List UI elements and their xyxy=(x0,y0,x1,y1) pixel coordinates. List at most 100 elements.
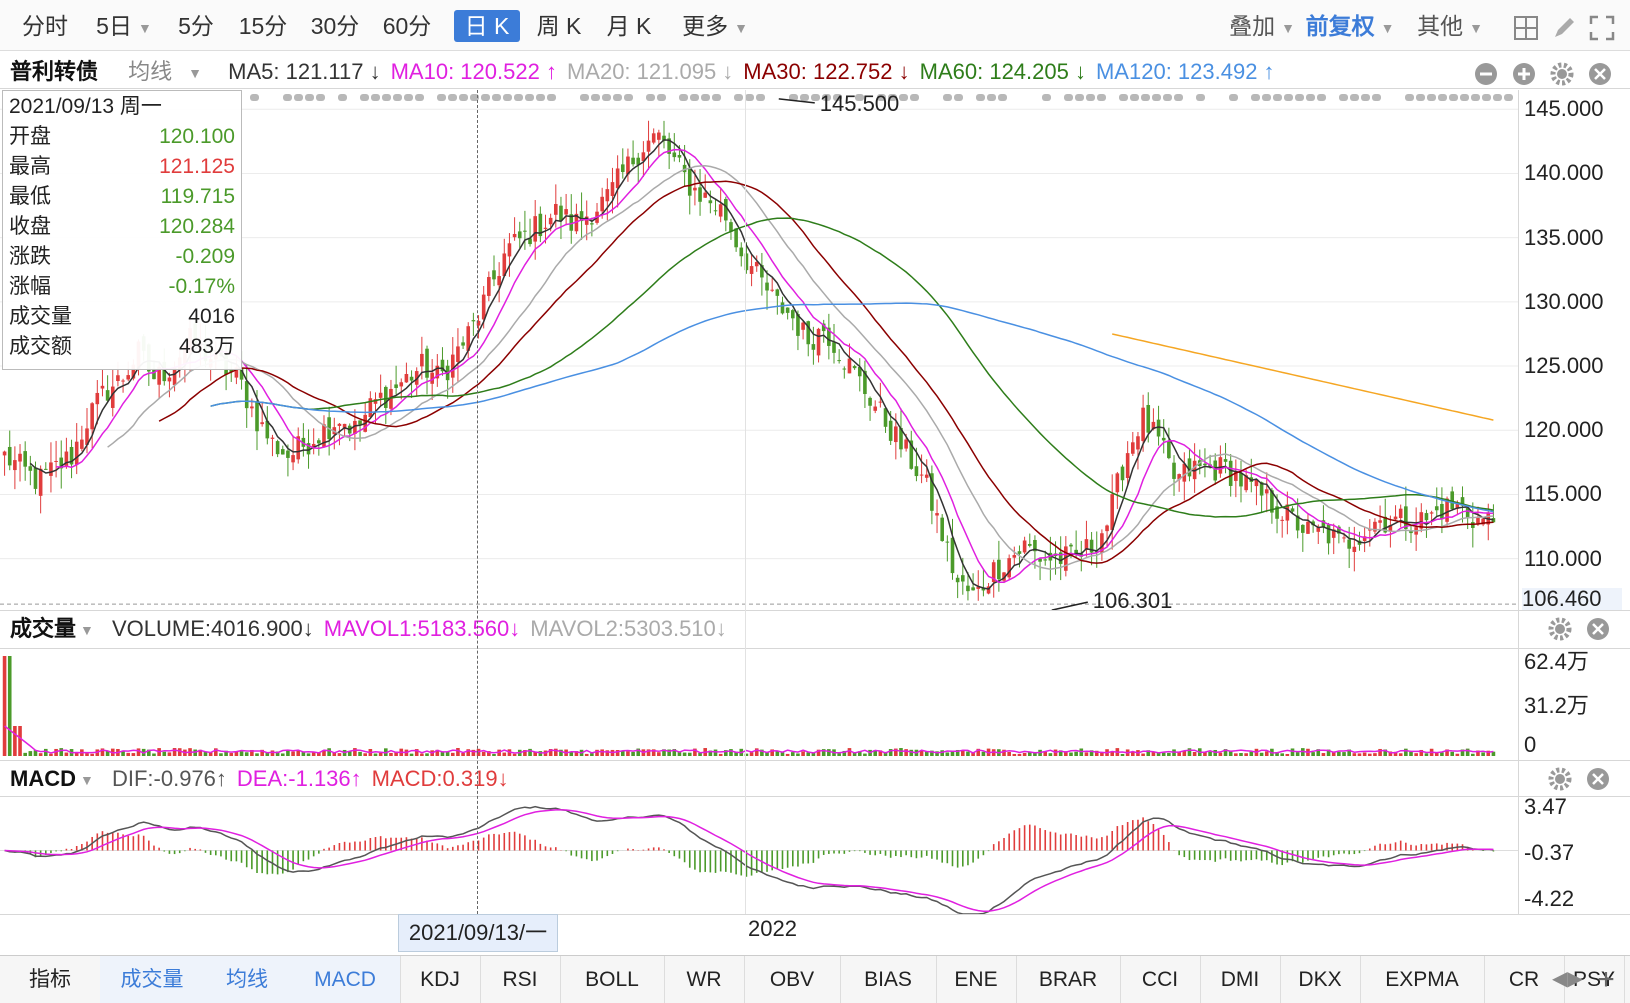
macd-chart[interactable] xyxy=(0,798,1518,914)
period-tab-30min[interactable]: 30分 xyxy=(310,13,360,39)
indicator-tab[interactable]: MACD xyxy=(290,956,401,1003)
draw-icon[interactable] xyxy=(1550,14,1578,42)
candle-body xyxy=(924,474,929,478)
volume-bar xyxy=(28,751,33,756)
candle-body xyxy=(1295,515,1300,531)
volume-bar xyxy=(930,750,934,756)
candle-body xyxy=(940,517,944,541)
period-tab-intraday[interactable]: 分时 xyxy=(22,13,68,39)
volume-bar xyxy=(208,752,213,756)
indicator-tab[interactable]: OBV xyxy=(744,956,841,1003)
price-adjust-dropdown[interactable]: 前复权 ▼ xyxy=(1300,10,1400,42)
volume-bar xyxy=(631,751,635,756)
candle-body xyxy=(1100,533,1104,553)
volume-bar xyxy=(667,749,671,756)
candle-body xyxy=(121,380,125,382)
period-tab-5day[interactable]: 5日 ▼ xyxy=(88,10,160,42)
indicator-tab[interactable]: DMI xyxy=(1200,956,1281,1003)
candlestick-chart[interactable]: 145.500 106.301 xyxy=(0,90,1518,610)
indicator-tab[interactable]: BOLL xyxy=(560,956,665,1003)
ma-mode-dropdown[interactable]: 均线 ▼ xyxy=(128,59,212,84)
info-row: 最高 121.125 xyxy=(9,153,235,181)
volume-bar xyxy=(280,753,285,756)
period-tab-5min[interactable]: 5分 xyxy=(178,13,214,39)
settings-gear-icon[interactable] xyxy=(1550,62,1574,86)
candle-body xyxy=(991,562,996,583)
info-key: 开盘 xyxy=(9,125,51,148)
indicator-tab[interactable]: CCI xyxy=(1120,956,1201,1003)
indicator-tab[interactable]: BIAS xyxy=(840,956,937,1003)
info-value: -0.17% xyxy=(168,275,235,298)
event-marker xyxy=(1372,94,1381,101)
candle-body xyxy=(816,328,821,356)
add-indicator-icon[interactable]: + xyxy=(1597,963,1615,996)
chevron-down-icon: ▼ xyxy=(1380,19,1395,36)
other-dropdown[interactable]: 其他 ▼ xyxy=(1410,10,1490,42)
indicator-tab[interactable]: DKX xyxy=(1280,956,1361,1003)
candle-body xyxy=(291,455,295,463)
indicator-tab[interactable]: KDJ xyxy=(400,956,481,1003)
indicator-tab[interactable]: CR xyxy=(1484,956,1565,1003)
zoom-in-icon[interactable] xyxy=(1513,63,1535,85)
crosshair-line xyxy=(477,90,478,914)
close-icon[interactable] xyxy=(1587,618,1609,640)
indicator-tab[interactable]: ENE xyxy=(936,956,1017,1003)
close-icon[interactable] xyxy=(1587,768,1609,790)
period-tab-15min[interactable]: 15分 xyxy=(238,13,288,39)
event-marker xyxy=(756,94,765,101)
chevron-down-icon[interactable]: ▼ xyxy=(80,772,94,789)
ma5-line xyxy=(29,139,1494,590)
volume-chart[interactable] xyxy=(0,650,1518,760)
candle-body xyxy=(1213,460,1218,481)
indicator-tab[interactable]: BRAR xyxy=(1016,956,1121,1003)
ma20-line xyxy=(107,165,1494,570)
candle-body xyxy=(420,353,424,367)
low-annotation: 106.301 xyxy=(1093,588,1173,610)
volume-bar xyxy=(476,748,481,756)
volume-bar xyxy=(167,752,172,756)
overlay-dropdown[interactable]: 叠加 ▼ xyxy=(1226,10,1298,42)
candle-body xyxy=(378,392,383,398)
info-value: -0.209 xyxy=(175,245,235,268)
main-legend: 普利转债 均线 ▼ MA5: 121.117 ↓ MA10: 120.522 ↑ MA… xyxy=(10,55,1295,89)
zoom-out-icon[interactable] xyxy=(1475,63,1497,85)
volume-bar xyxy=(358,751,362,756)
candle-body xyxy=(353,420,357,434)
settings-gear-icon[interactable] xyxy=(1548,617,1572,641)
close-icon[interactable] xyxy=(1589,63,1611,85)
volume-bar xyxy=(904,749,908,756)
candle-body xyxy=(682,164,687,173)
indicator-tab[interactable]: PSY xyxy=(1564,956,1625,1003)
candle-body xyxy=(1270,490,1274,513)
indicator-tab[interactable]: 均线 xyxy=(204,956,291,1003)
candle-body xyxy=(507,243,512,257)
indicator-tab[interactable]: 成交量 xyxy=(100,956,205,1003)
candle-body xyxy=(368,398,373,418)
grid-icon[interactable] xyxy=(1512,14,1540,42)
indicator-tab[interactable]: RSI xyxy=(480,956,561,1003)
candle-body xyxy=(13,460,17,471)
volume-bar xyxy=(2,656,7,756)
indicator-tab[interactable]: WR xyxy=(664,956,745,1003)
candle-body xyxy=(873,406,878,411)
candle-body xyxy=(1027,543,1032,546)
macd-tick: -0.37 xyxy=(1524,840,1575,865)
period-tab-60min[interactable]: 60分 xyxy=(382,13,432,39)
price-axis-min-label: 106.460 xyxy=(1522,588,1622,610)
volume-bar xyxy=(265,752,270,756)
indicator-tab[interactable]: EXPMA xyxy=(1360,956,1485,1003)
period-tab-monthly[interactable]: 月 K xyxy=(606,13,652,39)
chevron-down-icon[interactable]: ▼ xyxy=(80,622,94,639)
macd-indicator-list: DIF:-0.976↑ DEA:-1.136↑ MACD:0.319↓ xyxy=(112,766,519,791)
volume-bar xyxy=(677,751,682,756)
settings-gear-icon[interactable] xyxy=(1548,767,1572,791)
volume-bar xyxy=(1146,750,1151,756)
period-tab-more[interactable]: 更多 ▼ xyxy=(672,10,758,42)
period-tab-daily[interactable]: 日 K xyxy=(454,10,520,42)
macd-tick: -4.22 xyxy=(1524,886,1575,911)
fullscreen-icon[interactable] xyxy=(1588,14,1616,42)
tabs-scroll-arrows[interactable]: ◀▶ xyxy=(1552,968,1583,990)
period-tab-weekly[interactable]: 周 K xyxy=(536,13,582,39)
candle-body xyxy=(801,322,805,330)
volume-bar xyxy=(1471,753,1475,756)
